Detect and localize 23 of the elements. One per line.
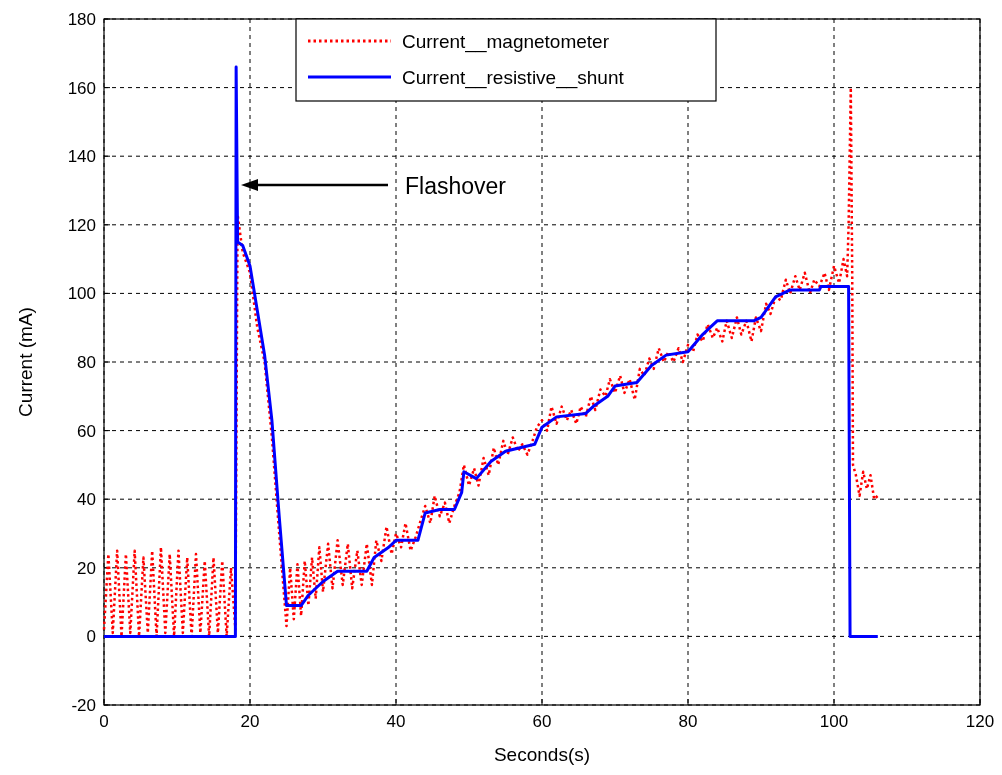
- y-tick-label: 100: [67, 284, 96, 304]
- x-axis-title: Seconds(s): [493, 744, 591, 765]
- y-tick-label: 20: [77, 558, 96, 578]
- y-tick-label: 140: [67, 147, 96, 167]
- legend-label: Current__resistive__shunt: [402, 67, 625, 89]
- y-axis-title: Current (mA): [15, 307, 36, 417]
- x-tick-label: 120: [965, 712, 995, 731]
- x-tick-label: 80: [678, 712, 698, 731]
- x-tick-label: 100: [819, 712, 849, 731]
- y-tick-label: 180: [67, 10, 96, 29]
- y-tick-label: 40: [77, 490, 96, 510]
- x-tick-label: 0: [99, 712, 109, 731]
- annotation: Flashover: [405, 173, 507, 199]
- y-tick-label: 0: [86, 627, 96, 647]
- y-tick-label: -20: [71, 696, 96, 715]
- legend-label: Current__magnetometer: [402, 31, 610, 53]
- y-tick-label: 60: [77, 421, 96, 441]
- y-tick-label: 160: [67, 78, 96, 98]
- x-tick-label: 40: [386, 712, 406, 731]
- x-tick-label: 20: [240, 712, 260, 731]
- y-tick-label: 80: [77, 353, 96, 372]
- y-tick-label: 120: [67, 215, 96, 235]
- x-tick-label: 60: [532, 712, 552, 731]
